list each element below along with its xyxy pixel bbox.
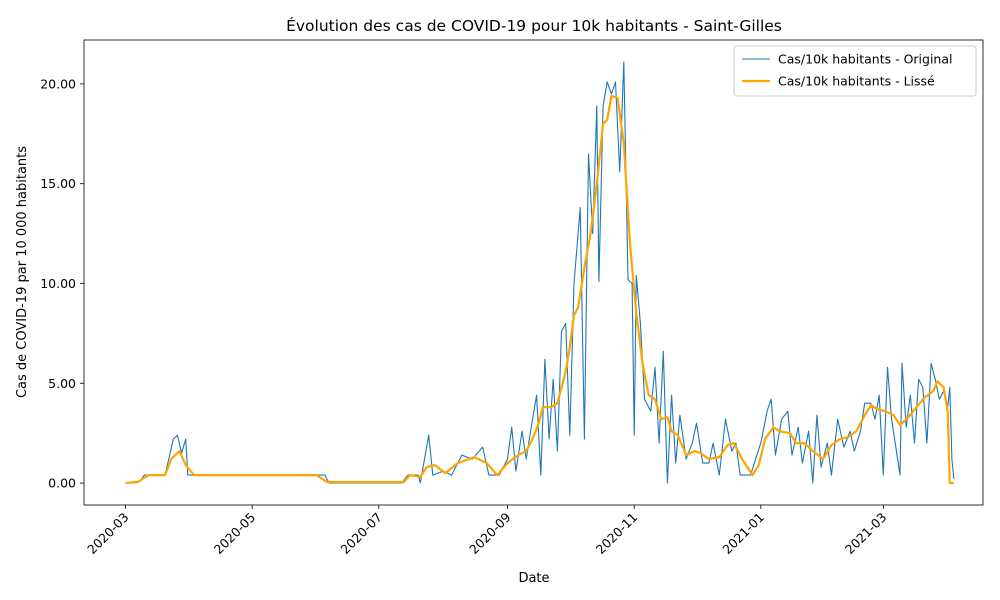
axes-frame — [83, 39, 984, 506]
y-tick-label: 20.00 — [40, 76, 76, 91]
series-line-smoothed — [125, 94, 954, 485]
y-tick-label: 15.00 — [40, 176, 76, 191]
legend-label: Cas/10k habitants - Lissé — [778, 74, 935, 89]
legend-box — [733, 45, 977, 97]
y-tick-label: 5.00 — [48, 376, 76, 391]
x-tick-label: 2021-01 — [719, 510, 767, 558]
x-tick-label: 2020-05 — [211, 510, 259, 558]
x-tick-label: 2021-03 — [842, 510, 890, 558]
x-tick-label: 2020-09 — [466, 509, 514, 557]
axes: 0.00 5.00 10.00 15.00 20.00 2020-03 2020-05 202… — [40, 39, 984, 558]
x-tick-label: 2020-11 — [593, 510, 641, 558]
y-axis-label: Cas de COVID-19 par 10 000 habitants — [15, 146, 30, 398]
chart-title: Évolution des cas de COVID-19 pour 10k h… — [286, 16, 782, 35]
x-axis-label: Date — [518, 571, 549, 586]
x-tick-label: 2020-03 — [84, 510, 132, 558]
x-tick-label: 2020-07 — [337, 510, 385, 558]
y-tick-label: 10.00 — [40, 276, 76, 291]
legend-label: Cas/10k habitants - Original — [778, 52, 953, 67]
y-tick-label: 0.00 — [48, 476, 76, 491]
legend: Cas/10k habitants - Original Cas/10k habi… — [733, 45, 977, 97]
plot-area — [125, 61, 955, 485]
